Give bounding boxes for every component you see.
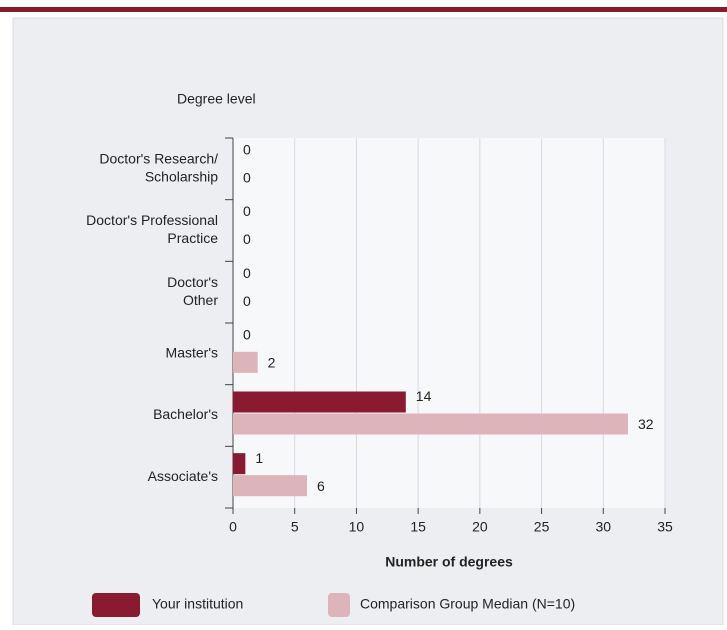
legend-label: Comparison Group Median (N=10) [360, 596, 575, 612]
bar [233, 391, 406, 413]
x-tick-label: 10 [349, 519, 365, 535]
bar [233, 351, 258, 373]
value-label: 0 [243, 170, 251, 186]
x-tick-label: 25 [534, 519, 550, 535]
legend-swatch [328, 593, 350, 617]
y-tick-label: Master's [166, 345, 218, 361]
x-tick-label: 5 [291, 519, 299, 535]
bar [233, 413, 628, 435]
value-label: 14 [416, 388, 432, 404]
value-label: 6 [317, 478, 325, 494]
y-tick-label: Bachelor's [153, 406, 218, 422]
y-axis-label: Degree level [177, 91, 256, 107]
y-tick-label: Practice [167, 230, 218, 246]
x-tick-label: 30 [595, 519, 611, 535]
legend-swatch [92, 593, 140, 617]
y-tick-label: Doctor's Research/ [99, 151, 218, 167]
value-label: 0 [243, 265, 251, 281]
plot-area [233, 138, 665, 508]
y-tick-label: Associate's [148, 468, 218, 484]
legend-label: Your institution [152, 596, 243, 612]
value-label: 0 [243, 142, 251, 158]
value-label: 0 [243, 327, 251, 343]
y-tick-label: Other [183, 292, 218, 308]
value-label: 0 [243, 231, 251, 247]
y-tick-label: Doctor's [167, 274, 218, 290]
x-tick-label: 35 [657, 519, 673, 535]
top-rule [0, 7, 727, 12]
x-tick-label: 20 [472, 519, 488, 535]
y-tick-label: Doctor's Professional [86, 212, 218, 228]
x-axis-label: Number of degrees [385, 554, 513, 570]
bar [233, 453, 246, 475]
bar [233, 475, 308, 497]
y-tick-label: Scholarship [145, 169, 218, 185]
x-tick-label: 0 [229, 519, 237, 535]
value-label: 1 [255, 450, 263, 466]
value-label: 32 [638, 416, 654, 432]
x-tick-label: 15 [410, 519, 426, 535]
value-label: 2 [268, 355, 276, 371]
value-label: 0 [243, 203, 251, 219]
value-label: 0 [243, 293, 251, 309]
